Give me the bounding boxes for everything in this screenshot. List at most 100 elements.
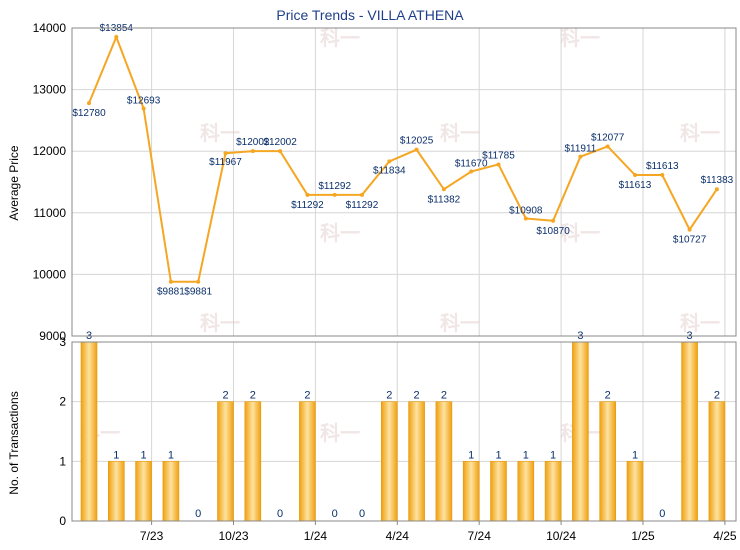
price-point — [278, 149, 283, 154]
price-data-label: $12025 — [400, 136, 434, 147]
watermark-text: 科一 — [320, 221, 360, 245]
price-point — [387, 159, 392, 164]
transaction-bar — [108, 461, 125, 522]
price-point — [87, 101, 91, 106]
transaction-bar — [299, 401, 316, 522]
transaction-bar-label: 2 — [386, 390, 392, 402]
price-point — [196, 279, 201, 284]
price-data-label: $10727 — [673, 235, 707, 246]
watermark-text: 科一 — [560, 26, 600, 50]
transaction-bar — [572, 341, 589, 522]
price-series-line — [88, 34, 718, 283]
transaction-bar-label: 1 — [523, 449, 529, 461]
price-data-label: $9881 — [184, 287, 212, 298]
price-point — [223, 151, 228, 156]
price-point — [605, 144, 610, 149]
price-point — [687, 227, 692, 232]
transaction-bar — [380, 401, 398, 522]
watermark-text: 科一 — [320, 26, 360, 50]
transaction-bar — [80, 341, 98, 522]
watermark-text: 科一 — [560, 221, 600, 245]
price-data-label: $11967 — [209, 157, 242, 168]
chart-title: Price Trends - VILLA ATHENA — [276, 7, 464, 23]
transaction-bar — [544, 461, 562, 522]
price-data-label: $11382 — [428, 194, 461, 205]
transaction-bar-label: 1 — [168, 449, 174, 461]
price-axis-title: Average Price — [7, 145, 21, 220]
price-data-label: $11613 — [646, 161, 679, 172]
price-point — [496, 162, 501, 167]
transaction-bar-label: 2 — [222, 390, 228, 402]
transactions-y-tick-label: 0 — [59, 514, 66, 528]
price-plot-frame — [71, 27, 737, 337]
transaction-bar — [435, 401, 453, 522]
price-point — [714, 187, 719, 192]
price-data-label: $12693 — [127, 96, 161, 107]
price-data-label: $11785 — [482, 150, 515, 161]
price-point — [250, 149, 255, 154]
transaction-bar-label: 0 — [359, 508, 365, 520]
x-tick-label: 4/24 — [386, 529, 410, 543]
transaction-bar — [626, 461, 644, 522]
transaction-bar-label: 2 — [714, 390, 720, 402]
price-point — [332, 192, 337, 197]
watermark-text: 科一 — [320, 421, 360, 445]
price-data-label: $10870 — [536, 226, 570, 237]
transaction-bar — [599, 401, 617, 522]
price-point — [469, 169, 474, 174]
price-data-label: $12077 — [591, 132, 625, 143]
transactions-axis-title: No. of Transactions — [7, 391, 21, 494]
transaction-bar — [244, 401, 262, 522]
watermark-text: 科一 — [680, 311, 720, 335]
price-y-tick-label: 12000 — [33, 144, 67, 158]
transaction-bar-label: 0 — [195, 508, 201, 520]
price-point — [633, 173, 637, 178]
transactions-plot-frame — [71, 341, 737, 522]
price-y-tick-label: 11000 — [34, 206, 67, 220]
price-data-label: $12780 — [72, 108, 106, 119]
transaction-bar — [462, 461, 480, 522]
transaction-bar-label: 1 — [550, 449, 556, 461]
transaction-bar-label: 2 — [250, 390, 256, 402]
transactions-y-tick-label: 3 — [59, 335, 66, 349]
x-tick-label: 7/24 — [468, 529, 492, 543]
x-tick-label: 1/24 — [304, 529, 328, 543]
price-data-label: $12002 — [236, 137, 270, 148]
price-data-label: $11292 — [291, 200, 324, 211]
price-point — [660, 173, 665, 178]
transaction-bar-label: 1 — [141, 449, 147, 461]
transaction-bar-label: 0 — [277, 508, 283, 520]
transaction-bar — [681, 341, 698, 522]
watermark-text: 科一 — [680, 121, 720, 145]
price-point — [414, 147, 419, 152]
transaction-bar-label: 1 — [495, 449, 501, 461]
price-point — [360, 192, 364, 197]
watermark-text: 科一 — [440, 311, 480, 335]
price-y-tick-label: 10000 — [33, 267, 67, 281]
price-y-tick-label: 9000 — [39, 329, 66, 343]
transaction-bar-label: 1 — [468, 449, 474, 461]
transaction-bar-label: 1 — [632, 449, 638, 461]
price-point — [168, 279, 173, 284]
x-tick-label: 4/25 — [713, 529, 737, 543]
transaction-bar-label: 1 — [113, 449, 119, 461]
price-point — [578, 154, 583, 159]
price-data-label: $11613 — [619, 180, 652, 191]
price-data-label: $11292 — [346, 200, 379, 211]
transaction-bar — [708, 401, 726, 522]
transaction-bar-label: 0 — [332, 508, 338, 520]
watermark-text: 科一 — [440, 121, 480, 145]
price-point — [441, 187, 446, 192]
price-data-label: $11292 — [318, 181, 351, 192]
transactions-y-tick-label: 1 — [59, 454, 66, 468]
transaction-bar — [135, 461, 152, 522]
transactions-y-tick-label: 2 — [59, 395, 66, 409]
transaction-bar-label: 2 — [304, 390, 310, 402]
price-point — [551, 218, 556, 223]
transaction-bar — [490, 461, 507, 522]
watermark-layer: 科一科一科一科一科一科一科一科一科一科一科一科一科一 — [80, 26, 720, 445]
price-data-label: $11834 — [373, 165, 406, 176]
transaction-bar — [162, 461, 180, 522]
price-line: $12780$13854$12693$9881 $9881$11967$12002… — [72, 23, 733, 298]
